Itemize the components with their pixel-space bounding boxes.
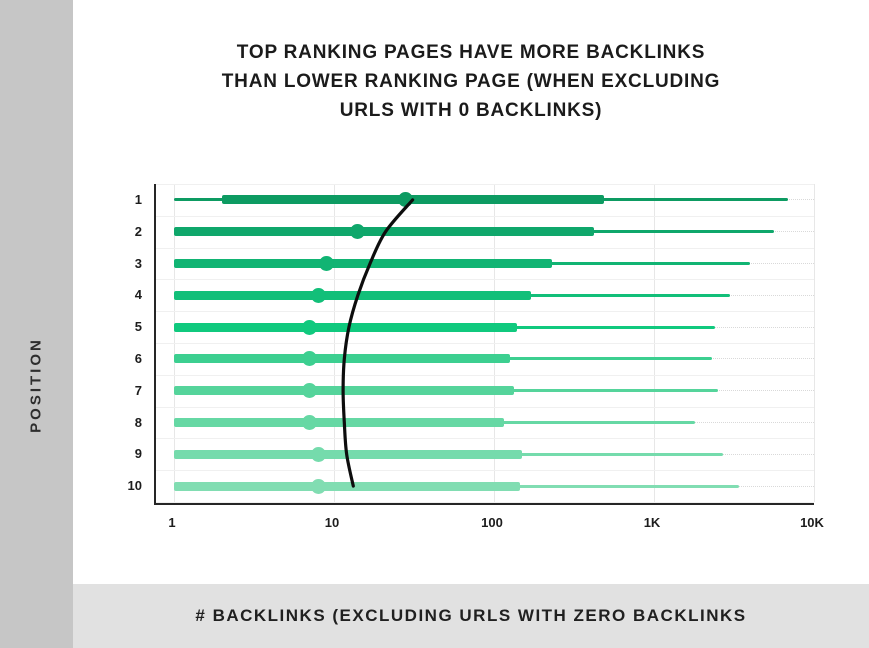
left-gray-band: POSITION — [0, 0, 73, 648]
y-tick-label-1: 1 — [134, 191, 142, 207]
y-tick-label-4: 4 — [134, 287, 142, 303]
median-dot-position-5 — [301, 319, 317, 335]
y-tick-label-9: 9 — [134, 446, 142, 462]
interquartile-bar-position-6 — [174, 354, 510, 364]
chart-title-line-3: URLS WITH 0 BACKLINKS) — [339, 100, 603, 121]
x-axis-caption: # BACKLINKS (EXCLUDING URLS WITH ZERO BA… — [195, 606, 747, 625]
y-tick-label-10: 10 — [127, 478, 142, 494]
y-tick-label-6: 6 — [134, 350, 142, 366]
median-dot-position-2 — [349, 224, 365, 240]
median-dot-position-9 — [310, 446, 326, 462]
x-tick-label-10: 10 — [324, 515, 340, 530]
row-boundary-gridline — [156, 343, 814, 344]
interquartile-bar-position-10 — [174, 481, 520, 491]
median-dot-position-8 — [301, 415, 317, 430]
row-boundary-gridline — [156, 374, 814, 376]
interquartile-bar-position-8 — [174, 418, 504, 427]
row-boundary-gridline — [156, 311, 814, 313]
interquartile-bar-position-3 — [174, 259, 552, 268]
median-dot-position-4 — [310, 287, 326, 303]
row-boundary-gridline — [156, 470, 814, 472]
median-trend-curve-path — [341, 198, 415, 488]
chart-title: TOP RANKING PAGES HAVE MORE BACKLINKS TH… — [73, 38, 869, 125]
x-tick-label-1K: 1K — [643, 515, 661, 530]
median-dot-position-6 — [301, 351, 317, 367]
y-tick-label-8: 8 — [134, 414, 142, 430]
chart-title-line-2: THAN LOWER RANKING PAGE (WHEN EXCLUDING — [221, 71, 721, 92]
y-tick-label-3: 3 — [134, 255, 142, 271]
y-axis-title: POSITION — [27, 337, 45, 433]
plot-area — [154, 184, 815, 505]
row-boundary-gridline — [156, 502, 814, 503]
x-tick-label-10K: 10K — [800, 515, 824, 530]
interquartile-bar-position-5 — [174, 322, 518, 332]
median-dot-position-7 — [301, 383, 317, 399]
chart-title-line-1: TOP RANKING PAGES HAVE MORE BACKLINKS — [236, 42, 706, 63]
x-tick-label-100: 100 — [481, 515, 503, 530]
interquartile-bar-position-4 — [174, 290, 531, 300]
y-tick-label-5: 5 — [134, 319, 142, 335]
row-boundary-gridline — [156, 438, 814, 440]
row-boundary-gridline — [156, 406, 814, 408]
median-dot-position-10 — [310, 478, 326, 494]
x-gridline-10K — [813, 184, 815, 502]
x-tick-label-1: 1 — [168, 515, 176, 530]
y-tick-label-7: 7 — [134, 382, 142, 398]
row-boundary-gridline — [156, 184, 814, 185]
median-dot-position-3 — [319, 256, 335, 271]
row-boundary-gridline — [156, 215, 814, 217]
median-trend-curve — [341, 198, 415, 488]
x-axis-caption-band: # BACKLINKS (EXCLUDING URLS WITH ZERO BA… — [73, 584, 869, 648]
row-boundary-gridline — [156, 247, 814, 249]
row-boundary-gridline — [156, 279, 814, 281]
y-tick-label-2: 2 — [134, 223, 142, 239]
